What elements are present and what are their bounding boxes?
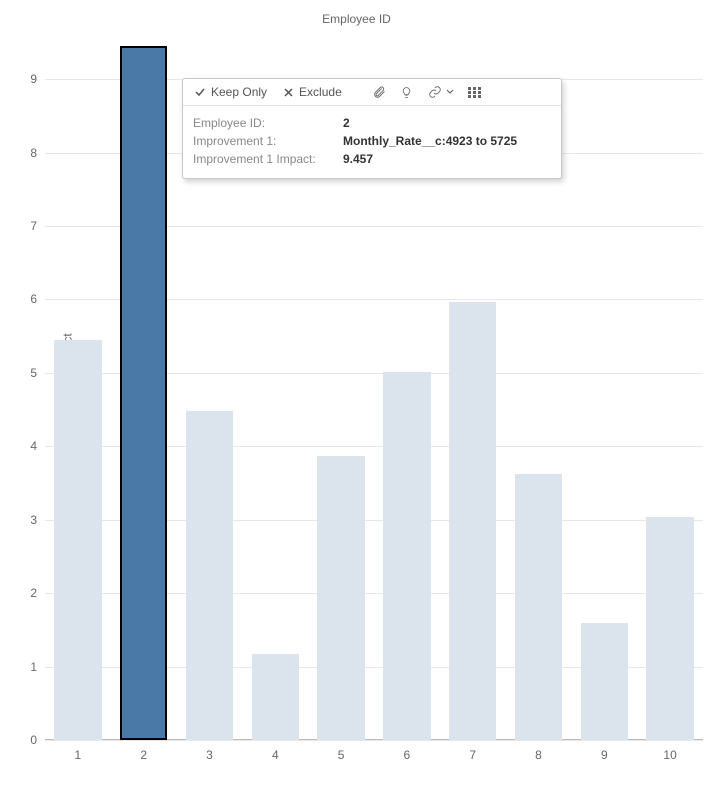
- x-tick-label: 2: [140, 748, 147, 762]
- x-tick-label: 7: [469, 748, 476, 762]
- y-tick-label: 2: [30, 586, 45, 600]
- x-tick-label: 6: [404, 748, 411, 762]
- tooltip-body: Employee ID: 2 Improvement 1: Monthly_Ra…: [183, 106, 561, 178]
- lightbulb-icon: [400, 85, 414, 99]
- tooltip-toolbar: Keep Only Exclude: [183, 79, 561, 106]
- bar[interactable]: [252, 654, 299, 740]
- y-tick-label: 5: [30, 366, 45, 380]
- link-dropdown-button[interactable]: [428, 85, 454, 99]
- x-tick-label: 8: [535, 748, 542, 762]
- x-icon: [281, 85, 295, 99]
- tooltip-value: 9.457: [343, 150, 373, 168]
- y-tick-label: 0: [30, 733, 45, 747]
- bar[interactable]: [515, 474, 562, 740]
- paperclip-icon: [372, 85, 386, 99]
- bar[interactable]: [383, 372, 430, 740]
- y-tick-label: 7: [30, 219, 45, 233]
- x-tick-label: 4: [272, 748, 279, 762]
- bar[interactable]: [449, 302, 496, 740]
- grid-button[interactable]: [468, 85, 482, 99]
- keep-only-label: Keep Only: [211, 85, 267, 99]
- x-tick-label: 3: [206, 748, 213, 762]
- gridline: [45, 740, 703, 741]
- tooltip-row: Improvement 1 Impact: 9.457: [193, 150, 551, 168]
- tooltip-row: Employee ID: 2: [193, 114, 551, 132]
- y-tick-label: 1: [30, 660, 45, 674]
- y-tick-label: 9: [30, 72, 45, 86]
- exclude-label: Exclude: [299, 85, 342, 99]
- y-tick-label: 4: [30, 439, 45, 453]
- grid-icon: [468, 85, 482, 99]
- y-tick-label: 8: [30, 146, 45, 160]
- bar[interactable]: [54, 340, 101, 740]
- exclude-button[interactable]: Exclude: [281, 85, 342, 99]
- keep-only-button[interactable]: Keep Only: [193, 85, 267, 99]
- attach-button[interactable]: [372, 85, 386, 99]
- bar[interactable]: [581, 623, 628, 741]
- chevron-down-icon: [446, 85, 454, 99]
- check-icon: [193, 85, 207, 99]
- tooltip-value: 2: [343, 114, 350, 132]
- bar[interactable]: [120, 46, 167, 740]
- tooltip-key: Improvement 1 Impact:: [193, 150, 343, 168]
- tooltip-value: Monthly_Rate__c:4923 to 5725: [343, 132, 517, 150]
- tooltip-card: Keep Only Exclude: [182, 78, 562, 179]
- tooltip-row: Improvement 1: Monthly_Rate__c:4923 to 5…: [193, 132, 551, 150]
- tooltip-key: Employee ID:: [193, 114, 343, 132]
- bar[interactable]: [186, 411, 233, 740]
- x-tick-label: 1: [75, 748, 82, 762]
- tooltip-key: Improvement 1:: [193, 132, 343, 150]
- chart-title: Employee ID: [0, 0, 713, 32]
- x-tick-label: 9: [601, 748, 608, 762]
- link-icon: [428, 85, 442, 99]
- x-tick-label: 10: [663, 748, 676, 762]
- x-tick-label: 5: [338, 748, 345, 762]
- bar[interactable]: [646, 517, 693, 740]
- lightbulb-button[interactable]: [400, 85, 414, 99]
- bar[interactable]: [317, 456, 364, 740]
- y-tick-label: 6: [30, 292, 45, 306]
- y-tick-label: 3: [30, 513, 45, 527]
